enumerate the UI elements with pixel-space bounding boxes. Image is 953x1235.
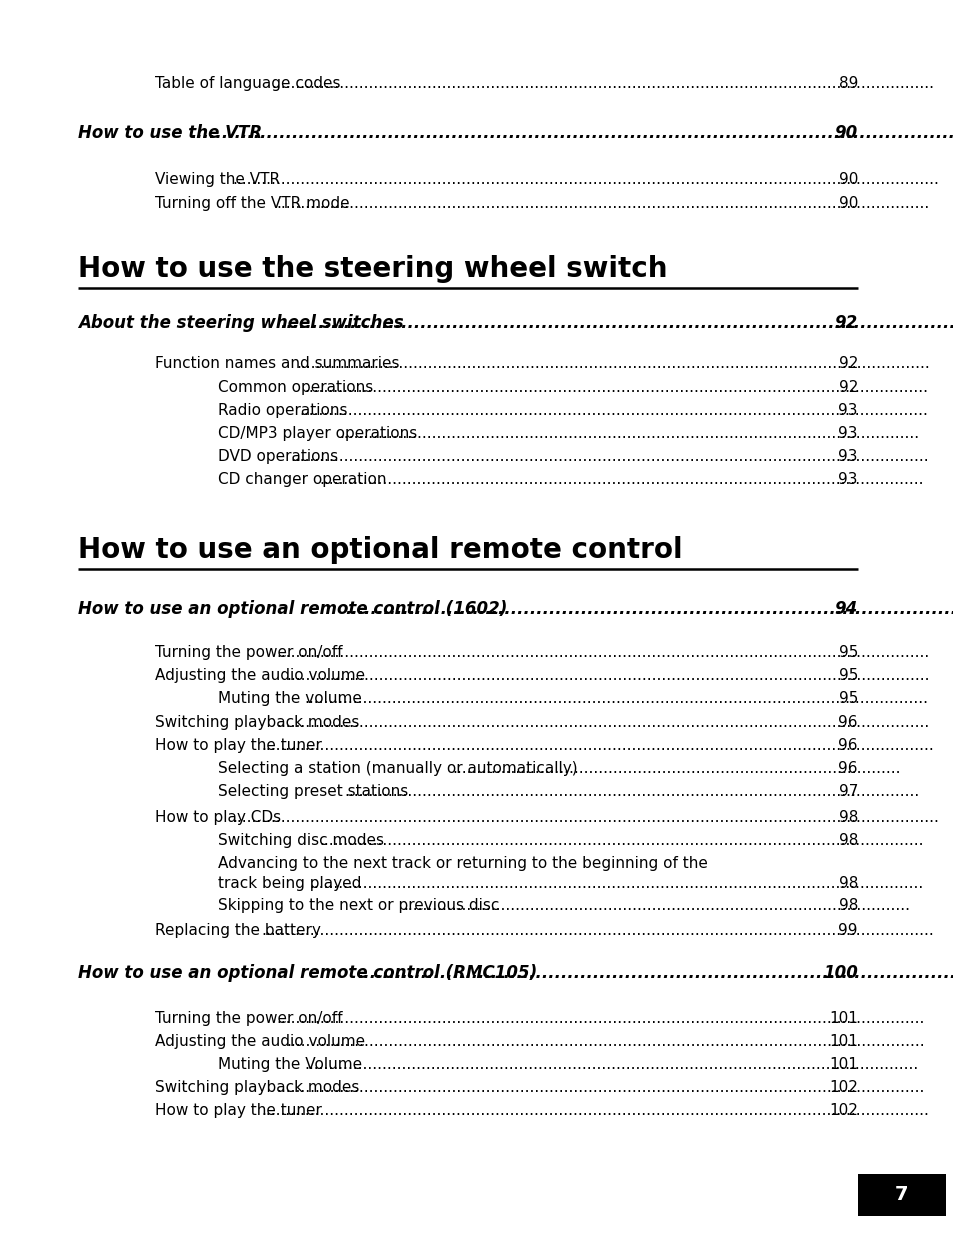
Text: How to play the tuner: How to play the tuner	[154, 1103, 321, 1118]
Text: Muting the Volume: Muting the Volume	[218, 1057, 362, 1072]
Text: ................................................................................: ........................................…	[261, 739, 933, 753]
Text: 92: 92	[838, 380, 857, 395]
Text: Adjusting the audio volume: Adjusting the audio volume	[154, 1034, 365, 1049]
Text: Turning off the VTR mode: Turning off the VTR mode	[154, 196, 349, 211]
Text: 97: 97	[838, 784, 857, 799]
Text: Selecting a station (manually or automatically): Selecting a station (manually or automat…	[218, 761, 577, 776]
Text: ................................................................................: ........................................…	[345, 600, 953, 618]
Text: ................................................................................: ........................................…	[276, 1079, 923, 1095]
Text: DVD operations: DVD operations	[218, 450, 337, 464]
Text: Adjusting the audio volume: Adjusting the audio volume	[154, 668, 365, 683]
Text: 93: 93	[838, 450, 857, 464]
Text: 98: 98	[838, 898, 857, 913]
Text: How to use an optional remote control: How to use an optional remote control	[78, 536, 682, 564]
Text: CD/MP3 player operations: CD/MP3 player operations	[218, 426, 416, 441]
Text: ................................................................................: ........................................…	[299, 403, 927, 417]
Text: 99: 99	[838, 923, 857, 939]
Text: How to play CDs: How to play CDs	[154, 810, 281, 825]
Text: 7: 7	[894, 1186, 908, 1204]
Text: 94: 94	[834, 600, 857, 618]
Text: ................................................................................: ........................................…	[319, 472, 923, 487]
Text: 93: 93	[838, 403, 857, 417]
Text: How to use an optional remote control (RMC105): How to use an optional remote control (R…	[78, 965, 537, 982]
Text: How to play the tuner: How to play the tuner	[154, 739, 321, 753]
Text: Advancing to the next track or returning to the beginning of the: Advancing to the next track or returning…	[218, 856, 707, 871]
Text: How to use the VTR: How to use the VTR	[78, 124, 262, 142]
Text: ................................................................................: ........................................…	[232, 172, 938, 186]
Text: ................................................................................: ........................................…	[276, 1011, 923, 1026]
Text: track being played: track being played	[218, 876, 361, 890]
Text: ................................................................................: ........................................…	[286, 668, 928, 683]
Text: About the steering wheel switches: About the steering wheel switches	[78, 314, 403, 332]
Text: Function names and summaries: Function names and summaries	[154, 356, 399, 370]
Text: 92: 92	[834, 314, 857, 332]
Text: ................................................................................: ........................................…	[279, 314, 953, 332]
Text: 90: 90	[834, 124, 857, 142]
Text: Table of language codes: Table of language codes	[154, 77, 340, 91]
Text: How to use the steering wheel switch: How to use the steering wheel switch	[78, 254, 667, 283]
Text: 101: 101	[828, 1011, 857, 1026]
Text: Viewing the VTR: Viewing the VTR	[154, 172, 280, 186]
Text: 98: 98	[838, 810, 857, 825]
Text: ................................................................................: ........................................…	[261, 1103, 928, 1118]
Text: Radio operations: Radio operations	[218, 403, 347, 417]
Text: 92: 92	[838, 356, 857, 370]
Text: 98: 98	[838, 876, 857, 890]
Text: ................................................................................: ........................................…	[304, 1057, 918, 1072]
Text: ................................................................................: ........................................…	[452, 761, 900, 776]
Text: ................................................................................: ........................................…	[276, 715, 928, 730]
Text: How to use an optional remote control (1602): How to use an optional remote control (1…	[78, 600, 507, 618]
Text: ................................................................................: ........................................…	[271, 77, 933, 91]
Text: Skipping to the next or previous disc: Skipping to the next or previous disc	[218, 898, 498, 913]
FancyBboxPatch shape	[857, 1174, 945, 1216]
Text: 102: 102	[828, 1079, 857, 1095]
Text: 102: 102	[828, 1103, 857, 1118]
Text: ................................................................................: ........................................…	[319, 832, 923, 848]
Text: ................................................................................: ........................................…	[232, 810, 938, 825]
Text: 101: 101	[828, 1034, 857, 1049]
Text: ................................................................................: ........................................…	[403, 898, 909, 913]
Text: ................................................................................: ........................................…	[290, 450, 927, 464]
Text: ................................................................................: ........................................…	[357, 965, 953, 982]
Text: Muting the volume: Muting the volume	[218, 692, 361, 706]
Text: 95: 95	[838, 668, 857, 683]
Text: 96: 96	[838, 739, 857, 753]
Text: ................................................................................: ........................................…	[339, 426, 919, 441]
Text: ................................................................................: ........................................…	[261, 923, 933, 939]
Text: 93: 93	[838, 472, 857, 487]
Text: Common operations: Common operations	[218, 380, 373, 395]
Text: ................................................................................: ........................................…	[304, 380, 928, 395]
Text: ................................................................................: ........................................…	[310, 876, 923, 890]
Text: Turning the power on/off: Turning the power on/off	[154, 645, 342, 659]
Text: 95: 95	[838, 692, 857, 706]
Text: ................................................................................: ........................................…	[344, 784, 919, 799]
Text: 95: 95	[838, 645, 857, 659]
Text: CD changer operation: CD changer operation	[218, 472, 386, 487]
Text: 93: 93	[838, 426, 857, 441]
Text: Switching playback modes: Switching playback modes	[154, 715, 359, 730]
Text: 89: 89	[838, 77, 857, 91]
Text: 90: 90	[838, 172, 857, 186]
Text: 101: 101	[828, 1057, 857, 1072]
Text: Turning the power on/off: Turning the power on/off	[154, 1011, 342, 1026]
Text: Replacing the battery: Replacing the battery	[154, 923, 320, 939]
Text: 100: 100	[822, 965, 857, 982]
Text: 96: 96	[838, 715, 857, 730]
Text: ................................................................................: ........................................…	[286, 1034, 923, 1049]
Text: ................................................................................: ........................................…	[304, 692, 928, 706]
Text: 98: 98	[838, 832, 857, 848]
Text: ................................................................................: ........................................…	[295, 356, 928, 370]
Text: ................................................................................: ........................................…	[190, 124, 953, 142]
Text: ................................................................................: ........................................…	[276, 196, 928, 211]
Text: 96: 96	[838, 761, 857, 776]
Text: 90: 90	[838, 196, 857, 211]
Text: Switching playback modes: Switching playback modes	[154, 1079, 359, 1095]
Text: Switching disc modes: Switching disc modes	[218, 832, 384, 848]
Text: Selecting preset stations: Selecting preset stations	[218, 784, 408, 799]
Text: ................................................................................: ........................................…	[276, 645, 928, 659]
